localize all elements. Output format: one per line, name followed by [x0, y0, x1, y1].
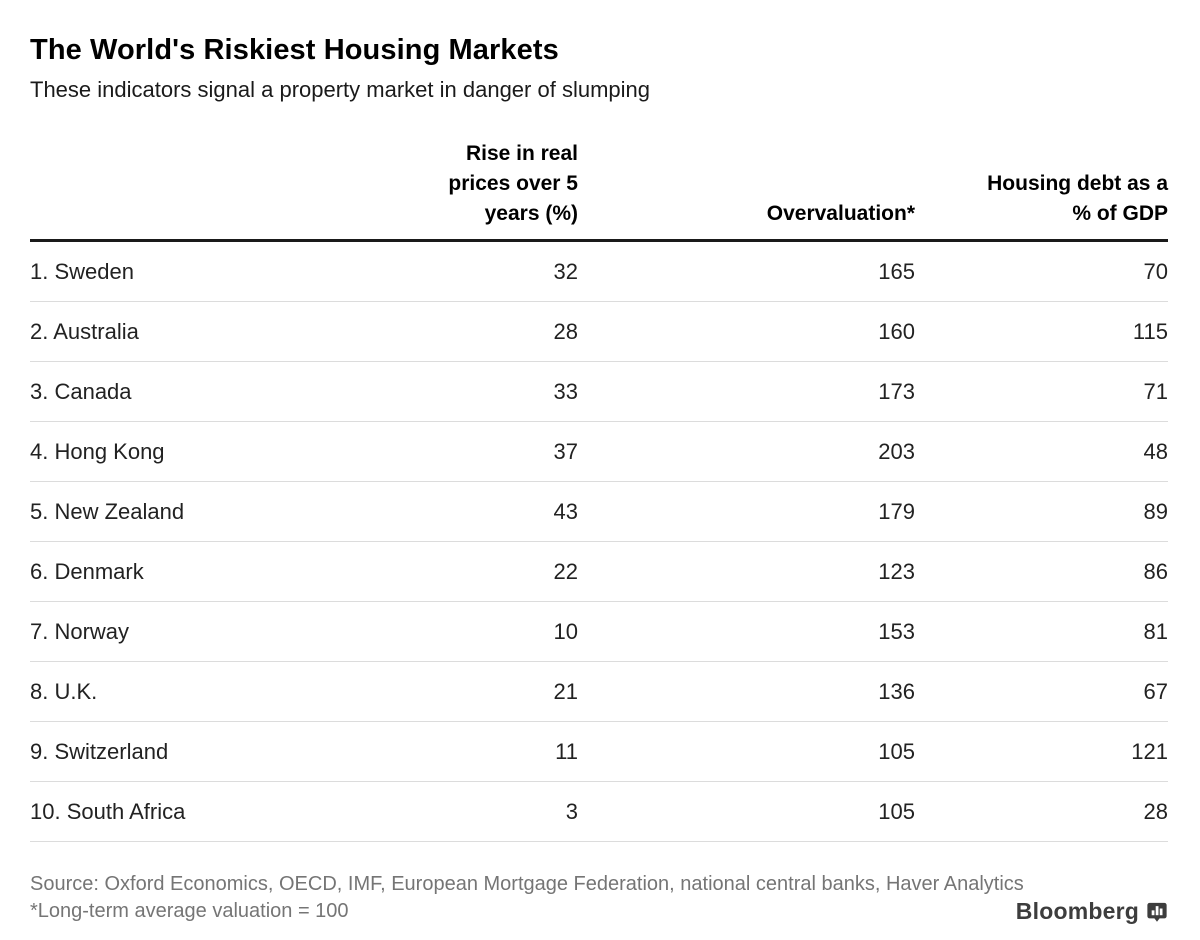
bar-chart-bubble-icon	[1146, 901, 1168, 923]
rise-column-header: Rise in real prices over 5 years (%)	[330, 139, 578, 229]
overvaluation-cell: 203	[878, 438, 915, 464]
debt-cell: 86	[1143, 558, 1168, 584]
rise-cell: 22	[553, 558, 578, 584]
country-cell: 3. Canada	[30, 378, 132, 404]
source-text: Source: Oxford Economics, OECD, IMF, Eur…	[30, 873, 1024, 895]
rise-header-line-1: Rise in real	[465, 142, 578, 165]
overvaluation-cell: 165	[878, 258, 915, 284]
rise-cell: 33	[553, 378, 578, 404]
overvaluation-cell: 136	[878, 678, 915, 704]
country-cell: 7. Norway	[30, 618, 130, 644]
overvaluation-cell: 105	[878, 798, 915, 824]
footer: Source: Oxford Economics, OECD, IMF, Eur…	[30, 871, 1168, 925]
country-cell: 2. Australia	[30, 318, 139, 344]
debt-cell: 28	[1143, 798, 1168, 824]
bloomberg-wordmark: Bloomberg	[1015, 898, 1139, 924]
overvaluation-cell: 173	[878, 378, 915, 404]
overvaluation-column-header: Overvaluation*	[766, 202, 915, 225]
debt-cell: 67	[1143, 678, 1168, 704]
country-cell: 6. Denmark	[30, 558, 144, 584]
housing-markets-table: Rise in real prices over 5 years (%) Ove…	[30, 139, 1168, 842]
table-row: 10. South Africa 3 105 28	[30, 782, 1168, 842]
debt-header-line-1: Housing debt as a	[987, 172, 1168, 195]
rise-cell: 10	[553, 618, 578, 644]
table-row: 4. Hong Kong 37 203 48	[30, 422, 1168, 482]
country-cell: 1. Sweden	[30, 258, 134, 284]
rise-cell: 11	[555, 738, 578, 764]
table-row: 3. Canada 33 173 71	[30, 362, 1168, 422]
rise-cell: 3	[565, 798, 578, 824]
rise-cell: 21	[553, 678, 578, 704]
overvaluation-cell: 105	[878, 738, 915, 764]
country-cell: 8. U.K.	[30, 678, 98, 704]
table-row: 8. U.K. 21 136 67	[30, 662, 1168, 722]
country-cell: 5. New Zealand	[30, 498, 185, 524]
table-row: 6. Denmark 22 123 86	[30, 542, 1168, 602]
overvaluation-cell: 123	[878, 558, 915, 584]
page-subtitle: These indicators signal a property marke…	[30, 77, 650, 102]
bloomberg-logo: Bloomberg	[1016, 898, 1168, 925]
table-row: 1. Sweden 32 165 70	[30, 242, 1168, 302]
debt-cell: 70	[1143, 258, 1168, 284]
debt-cell: 115	[1132, 318, 1168, 344]
debt-cell: 48	[1143, 438, 1168, 464]
overvaluation-cell: 160	[878, 318, 915, 344]
rise-cell: 37	[553, 438, 578, 464]
source-block: Source: Oxford Economics, OECD, IMF, Eur…	[30, 871, 1168, 925]
table-row: 9. Switzerland 11 105 121	[30, 722, 1168, 782]
rise-cell: 28	[553, 318, 578, 344]
country-cell: 4. Hong Kong	[30, 438, 165, 464]
debt-column-header: Housing debt as a % of GDP	[915, 169, 1168, 229]
debt-header-line-2: % of GDP	[1072, 202, 1168, 225]
rise-cell: 32	[553, 258, 578, 284]
footnote-text: *Long-term average valuation = 100	[30, 900, 349, 922]
country-cell: 10. South Africa	[30, 798, 186, 824]
table-header-row: Rise in real prices over 5 years (%) Ove…	[30, 139, 1168, 242]
table-row: 5. New Zealand 43 179 89	[30, 482, 1168, 542]
overvaluation-cell: 179	[878, 498, 915, 524]
debt-cell: 81	[1143, 618, 1168, 644]
debt-cell: 121	[1131, 738, 1168, 764]
debt-cell: 71	[1143, 378, 1168, 404]
rise-cell: 43	[553, 498, 578, 524]
overvaluation-cell: 153	[878, 618, 915, 644]
table-row: 2. Australia 28 160 115	[30, 302, 1168, 362]
debt-cell: 89	[1143, 498, 1168, 524]
rise-header-line-3: years (%)	[484, 202, 578, 225]
page-title: The World's Riskiest Housing Markets	[30, 34, 559, 66]
table-row: 7. Norway 10 153 81	[30, 602, 1168, 662]
rise-header-line-2: prices over 5	[448, 172, 578, 195]
country-cell: 9. Switzerland	[30, 738, 169, 764]
